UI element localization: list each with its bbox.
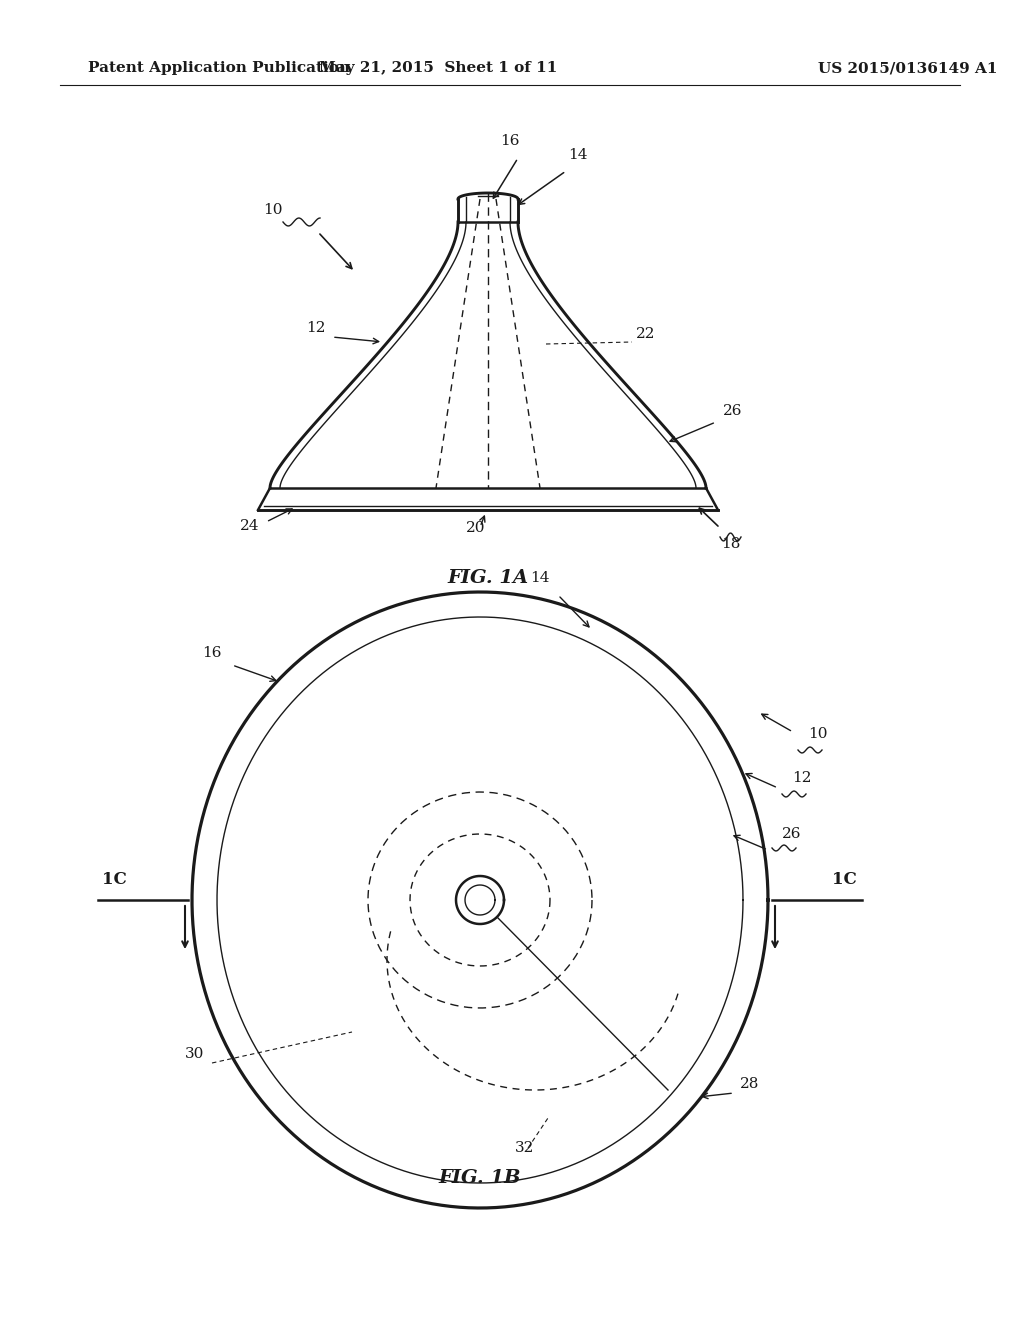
Text: 30: 30 [185, 1047, 205, 1061]
Text: US 2015/0136149 A1: US 2015/0136149 A1 [818, 61, 997, 75]
Text: 1C: 1C [102, 871, 127, 888]
Text: Patent Application Publication: Patent Application Publication [88, 61, 350, 75]
Text: 12: 12 [306, 321, 326, 335]
Text: 10: 10 [808, 727, 827, 741]
Text: 18: 18 [721, 537, 740, 550]
Text: 16: 16 [501, 135, 520, 148]
Text: 32: 32 [515, 1140, 535, 1155]
Text: 26: 26 [782, 828, 802, 841]
Text: 14: 14 [568, 148, 588, 162]
Text: 26: 26 [723, 404, 742, 418]
Text: FIG. 1B: FIG. 1B [438, 1170, 521, 1187]
Text: 10: 10 [263, 203, 283, 216]
Text: 22: 22 [636, 327, 655, 341]
Text: 16: 16 [203, 645, 222, 660]
Text: May 21, 2015  Sheet 1 of 11: May 21, 2015 Sheet 1 of 11 [318, 61, 557, 75]
Text: 20: 20 [466, 521, 485, 535]
Text: 14: 14 [530, 572, 550, 585]
Text: 28: 28 [740, 1077, 760, 1092]
Text: 12: 12 [792, 771, 811, 785]
Text: FIG. 1A: FIG. 1A [447, 569, 528, 587]
Text: 1C: 1C [831, 871, 857, 888]
Text: 24: 24 [241, 519, 260, 533]
